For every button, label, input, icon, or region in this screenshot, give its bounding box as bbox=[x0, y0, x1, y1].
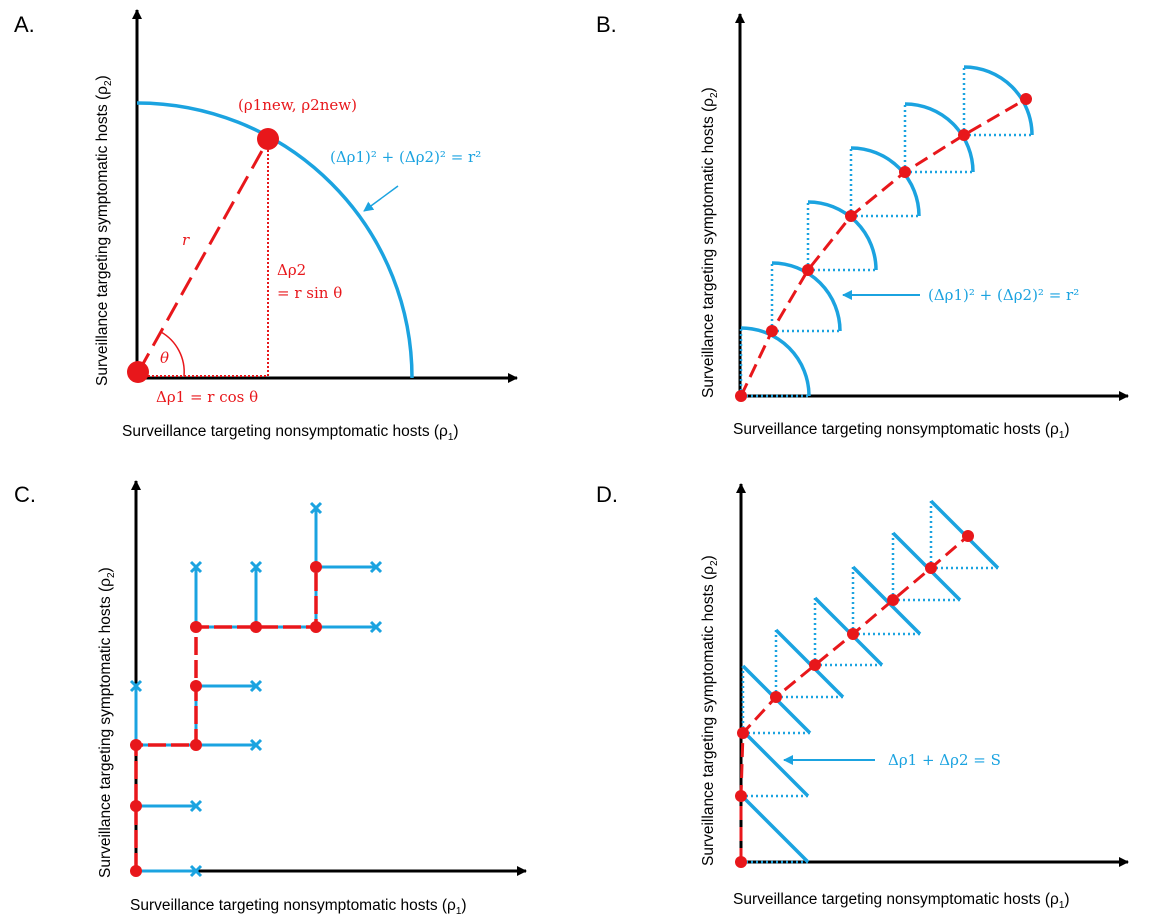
panel-c-steps bbox=[129, 501, 383, 878]
panel-d-path-line bbox=[739, 534, 969, 862]
panel-b-step-arc bbox=[904, 102, 975, 173]
panel-c-path-point bbox=[310, 621, 322, 633]
panel-d-constraint-line bbox=[739, 727, 810, 798]
panel-c-path-line bbox=[134, 567, 318, 871]
panel-c-path-point bbox=[130, 865, 142, 877]
panel-d-path-point bbox=[737, 727, 749, 739]
panel-a-dx-label: Δρ1 = r cos θ bbox=[156, 388, 258, 406]
panel-a-y-axis-label: Surveillance targeting symptomatic hosts… bbox=[94, 75, 114, 386]
panel-d-constraint-label: Δρ1 + Δρ2 = S bbox=[888, 751, 1001, 769]
panel-a-theta-arc bbox=[160, 331, 185, 377]
panel-b-x-axis-label: Surveillance targeting nonsymptomatic ho… bbox=[733, 421, 1070, 441]
panel-d-path-point bbox=[962, 530, 974, 542]
panel-d-path-point bbox=[887, 594, 899, 606]
panel-d: D. Δρ1 + Δρ2 = S Surveillance targeting … bbox=[596, 482, 1129, 911]
panel-d-path-point bbox=[770, 691, 782, 703]
panel-c-x-marker bbox=[249, 679, 263, 693]
panel-a-letter: A. bbox=[14, 12, 35, 37]
panel-b-step-arc bbox=[740, 326, 811, 397]
panel-c-x-marker bbox=[249, 560, 263, 574]
panel-d-x-axis-label: Surveillance targeting nonsymptomatic ho… bbox=[733, 891, 1070, 911]
panel-c-path-point bbox=[130, 800, 142, 812]
panel-d-path-point bbox=[925, 562, 937, 574]
panel-b-path-point bbox=[802, 264, 814, 276]
panel-d-constraint-line bbox=[739, 793, 810, 864]
panel-c-x-axis-label: Surveillance targeting nonsymptomatic ho… bbox=[130, 897, 467, 917]
panel-b-letter: B. bbox=[596, 12, 617, 37]
panel-b-path-line bbox=[739, 97, 1027, 397]
panel-b-path-point bbox=[1020, 93, 1032, 105]
panel-c-x-marker bbox=[129, 679, 143, 693]
panel-c-x-marker bbox=[189, 864, 203, 878]
panel-c-x-marker bbox=[189, 799, 203, 813]
panel-a-constraint-pointer bbox=[363, 185, 399, 212]
panel-b-path-point bbox=[735, 390, 747, 402]
panel-b-step-arc bbox=[963, 65, 1034, 136]
panel-b-path-point bbox=[766, 325, 778, 337]
panel-c-path-point bbox=[190, 621, 202, 633]
panel-a-r-label: r bbox=[182, 231, 190, 249]
panel-a-radius-line bbox=[137, 139, 270, 372]
panel-d-path-point bbox=[809, 659, 821, 671]
panel-b-path-point bbox=[845, 210, 857, 222]
panel-a-theta-label: θ bbox=[160, 349, 169, 367]
panel-b-path-point bbox=[899, 166, 911, 178]
panel-c-x-marker bbox=[369, 620, 383, 634]
panel-b-steps bbox=[735, 65, 1034, 402]
panel-d-steps bbox=[735, 499, 1000, 868]
panel-b-step-arc bbox=[807, 200, 878, 271]
panel-b: B. (Δρ1)² + (Δρ2)² = r² Surveillance tar… bbox=[596, 12, 1129, 441]
panel-a-x-axis-label: Surveillance targeting nonsymptomatic ho… bbox=[122, 423, 459, 443]
panel-a: A. (ρ1new, ρ2new) (Δρ1)² + (Δρ2)² = r² r… bbox=[14, 9, 518, 443]
panel-b-constraint-label: (Δρ1)² + (Δρ2)² = r² bbox=[928, 286, 1079, 304]
panel-c-x-marker bbox=[249, 738, 263, 752]
panel-c-path-point bbox=[190, 739, 202, 751]
panel-c-path-point bbox=[130, 739, 142, 751]
panel-d-letter: D. bbox=[596, 482, 618, 507]
panel-d-constraint-line bbox=[851, 565, 922, 636]
panel-d-path-point bbox=[847, 628, 859, 640]
panel-a-origin-point bbox=[127, 361, 149, 383]
panel-a-constraint-arc bbox=[136, 101, 414, 379]
panel-c-x-marker bbox=[189, 560, 203, 574]
panel-b-path-point bbox=[958, 129, 970, 141]
panel-a-constraint-label: (Δρ1)² + (Δρ2)² = r² bbox=[330, 148, 481, 166]
panel-c-path-point bbox=[250, 621, 262, 633]
panel-c-x-marker bbox=[369, 560, 383, 574]
panel-a-point-label: (ρ1new, ρ2new) bbox=[238, 96, 357, 114]
panel-d-path-point bbox=[735, 856, 747, 868]
panel-c-path-point bbox=[190, 680, 202, 692]
panel-c: C. Surveillance targeting nonsymptomatic… bbox=[14, 480, 527, 917]
panel-b-step-arc bbox=[850, 146, 921, 217]
panel-c-path-point bbox=[310, 561, 322, 573]
panel-d-path-point bbox=[735, 790, 747, 802]
panel-b-y-axis-label: Surveillance targeting symptomatic hosts… bbox=[700, 87, 720, 398]
panel-a-new-point bbox=[257, 128, 279, 150]
panel-a-dy-label-2: = r sin θ bbox=[277, 284, 342, 302]
panel-a-dy-label-1: Δρ2 bbox=[277, 261, 306, 279]
panel-c-letter: C. bbox=[14, 482, 36, 507]
panel-c-x-marker bbox=[309, 501, 323, 515]
panel-b-step-arc bbox=[771, 261, 842, 332]
panel-d-y-axis-label: Surveillance targeting symptomatic hosts… bbox=[700, 555, 720, 866]
panel-c-y-axis-label: Surveillance targeting symptomatic hosts… bbox=[97, 567, 117, 878]
